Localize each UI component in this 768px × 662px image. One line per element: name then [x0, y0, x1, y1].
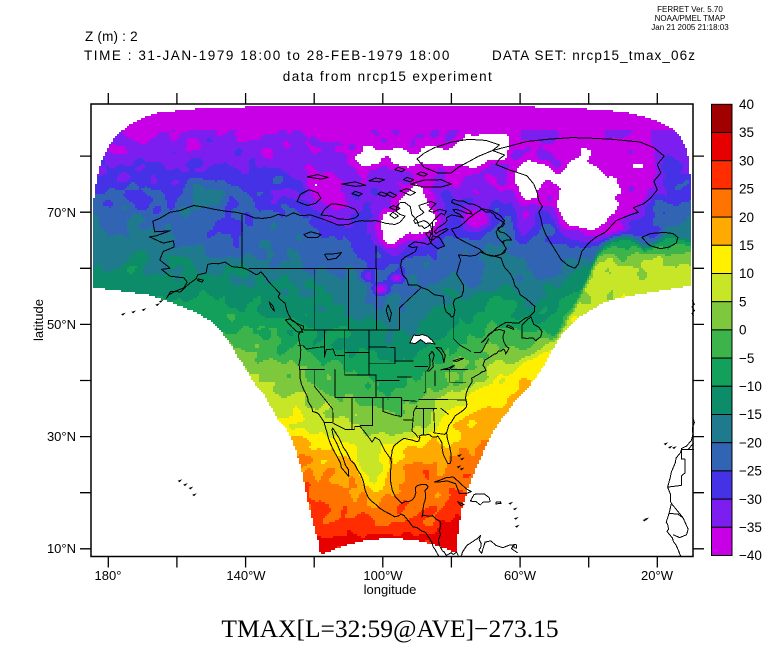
svg-text:NOAA/PMEL TMAP: NOAA/PMEL TMAP: [655, 14, 726, 23]
svg-text:−5: −5: [739, 351, 754, 366]
svg-text:20°W: 20°W: [641, 568, 674, 583]
svg-text:20: 20: [739, 210, 754, 225]
svg-text:−20: −20: [739, 435, 762, 450]
svg-text:40: 40: [739, 97, 754, 112]
svg-text:30: 30: [739, 153, 754, 168]
svg-text:TIME : 31-JAN-1979 18:00 to 28: TIME : 31-JAN-1979 18:00 to 28-FEB-1979 …: [84, 48, 451, 63]
svg-text:DATA SET: nrcp15_tmax_06z: DATA SET: nrcp15_tmax_06z: [492, 48, 696, 63]
svg-text:50°N: 50°N: [47, 317, 76, 332]
svg-text:−40: −40: [739, 548, 762, 563]
svg-text:70°N: 70°N: [47, 205, 76, 220]
svg-text:−25: −25: [739, 464, 762, 479]
svg-text:latitude: latitude: [31, 299, 46, 341]
svg-text:0: 0: [739, 323, 747, 338]
svg-text:data from nrcp15 experiment: data from nrcp15 experiment: [283, 69, 493, 84]
svg-text:140°W: 140°W: [226, 568, 266, 583]
svg-text:−10: −10: [739, 379, 762, 394]
svg-text:10: 10: [739, 266, 754, 281]
svg-text:−35: −35: [739, 520, 762, 535]
svg-text:30°N: 30°N: [47, 429, 76, 444]
svg-text:15: 15: [739, 238, 754, 253]
svg-text:Z (m) : 2: Z (m) : 2: [85, 29, 138, 44]
svg-text:−15: −15: [739, 407, 762, 422]
svg-text:25: 25: [739, 182, 754, 197]
svg-text:60°W: 60°W: [504, 568, 537, 583]
svg-text:35: 35: [739, 125, 754, 140]
svg-text:180°: 180°: [95, 568, 122, 583]
svg-text:−30: −30: [739, 492, 762, 507]
svg-text:Jan 21 2005 21:18:03: Jan 21 2005 21:18:03: [651, 23, 729, 32]
svg-text:5: 5: [739, 294, 747, 309]
svg-text:TMAX[L=32:59@AVE]−273.15: TMAX[L=32:59@AVE]−273.15: [221, 614, 558, 643]
svg-text:10°N: 10°N: [47, 541, 76, 556]
svg-text:longitude: longitude: [364, 582, 417, 597]
svg-text:100°W: 100°W: [363, 568, 403, 583]
svg-text:FERRET Ver. 5.70: FERRET Ver. 5.70: [657, 5, 723, 14]
